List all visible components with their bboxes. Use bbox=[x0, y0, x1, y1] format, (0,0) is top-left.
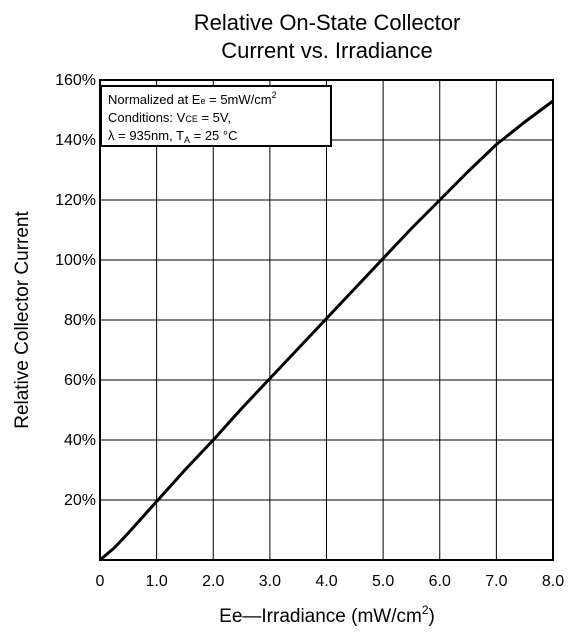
plot-frame bbox=[99, 79, 554, 561]
x-axis-label: Ee—Irradiance (mW/cm2) bbox=[219, 603, 435, 627]
x-tick-label: 3.0 bbox=[259, 573, 281, 590]
y-tick-label: 120% bbox=[55, 192, 96, 209]
x-tick-label: 5.0 bbox=[372, 573, 394, 590]
y-tick-label: 160% bbox=[55, 72, 96, 89]
conditions-box: Normalized at Ee = 5mW/cm2 Conditions: V… bbox=[100, 85, 332, 147]
y-tick-label: 100% bbox=[55, 252, 96, 269]
x-tick-label: 0 bbox=[96, 573, 105, 590]
y-tick-label: 40% bbox=[64, 432, 96, 449]
y-tick-label: 140% bbox=[55, 132, 96, 149]
y-tick-labels: 20% 40% 60% 80% 100% 120% 140% 160% bbox=[55, 72, 96, 509]
chart-title-line1: Relative On-State Collector bbox=[194, 10, 461, 35]
x-tick-label: 6.0 bbox=[429, 573, 451, 590]
series-group bbox=[99, 99, 554, 562]
y-tick-label: 20% bbox=[64, 492, 96, 509]
chart-title-line2: Current vs. Irradiance bbox=[221, 38, 433, 63]
x-tick-labels: 0 1.0 2.0 3.0 4.0 5.0 6.0 7.0 8.0 bbox=[96, 573, 565, 590]
x-tick-label: 8.0 bbox=[542, 573, 564, 590]
y-axis-label: Relative Collector Current bbox=[12, 211, 33, 429]
y-tick-label: 60% bbox=[64, 372, 96, 389]
conditions-line-2: Conditions: VCE = 5V, bbox=[108, 110, 231, 125]
x-tick-label: 7.0 bbox=[485, 573, 507, 590]
conditions-line-3: λ = 935nm, TA = 25 °C bbox=[108, 128, 238, 145]
x-tick-label: 1.0 bbox=[146, 573, 168, 590]
x-tick-label: 4.0 bbox=[315, 573, 337, 590]
series-line bbox=[99, 99, 554, 562]
conditions-line-1: Normalized at Ee = 5mW/cm2 bbox=[108, 90, 277, 107]
y-tick-label: 80% bbox=[64, 312, 96, 329]
conditions-box-frame bbox=[100, 85, 332, 147]
x-tick-label: 2.0 bbox=[202, 573, 224, 590]
